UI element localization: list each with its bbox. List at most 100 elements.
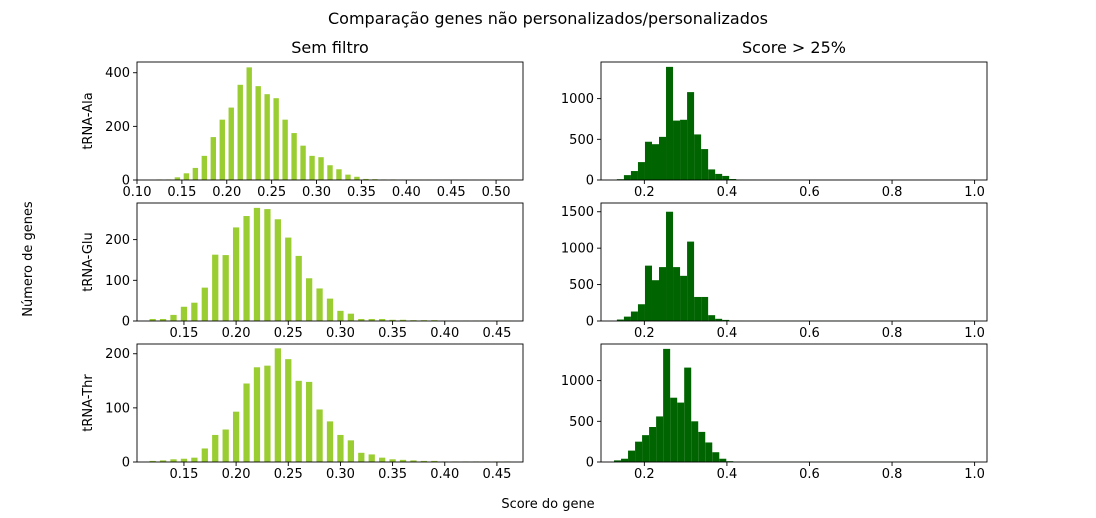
x-tick-label: 0.8 [882, 185, 903, 200]
axes-frame [136, 61, 524, 181]
y-tick-label: 100 [105, 401, 130, 416]
x-tick-label: 0.15 [167, 185, 196, 200]
histogram-bin [687, 92, 695, 180]
x-tick-label: 0.2 [634, 185, 655, 200]
row-label: tRNA-Glu [81, 232, 96, 292]
y-tick-label: 1000 [561, 92, 594, 107]
x-tick-label: 0.20 [212, 185, 241, 200]
bar [326, 298, 334, 321]
bar [243, 383, 250, 462]
x-tick-label: 0.40 [430, 326, 459, 341]
subplot-5: 0.15 0.20 0.25 0.30 0.35 0.40 0.45 0 100 200 tRNA-… [81, 343, 524, 482]
x-tick-label: 0.40 [392, 185, 421, 200]
bar [253, 367, 261, 462]
row-label: tRNA-Thr [81, 374, 96, 432]
y-tick-label: 0 [122, 174, 130, 189]
x-tick-label: 0.6 [799, 326, 820, 341]
bar [306, 381, 313, 462]
y-tick-label: 0 [586, 315, 594, 330]
histogram-bin [628, 450, 636, 462]
bar [191, 302, 198, 321]
bar [410, 460, 417, 462]
bar [274, 219, 281, 321]
bar [264, 94, 270, 180]
histogram-bin [614, 460, 622, 462]
bar [201, 448, 208, 462]
column-title-left: Sem filtro [291, 38, 368, 57]
bar [363, 178, 369, 180]
y-tick-label: 500 [569, 415, 594, 430]
y-tick-label: 200 [105, 233, 130, 248]
histogram-bin [673, 267, 681, 321]
bar [336, 169, 342, 180]
bar [222, 255, 229, 321]
bar [389, 459, 396, 462]
bar [273, 98, 279, 180]
x-tick-label: 0.25 [274, 467, 303, 482]
histogram-bin [684, 367, 692, 462]
x-tick-label: 0.35 [347, 185, 376, 200]
bar [389, 319, 396, 321]
bar [264, 209, 271, 321]
histogram-bin [701, 296, 709, 321]
bar [255, 86, 261, 180]
y-tick-label: 500 [569, 278, 594, 293]
bar [274, 348, 281, 462]
x-tick-label: 1.0 [964, 326, 985, 341]
bar [309, 155, 315, 180]
histogram-bin [722, 175, 730, 180]
axes-frame [136, 343, 524, 463]
subplot-4: 0.2 0.4 0.6 0.8 1.0 0 500 1000 1500 [561, 202, 988, 341]
x-tick-label: 0.45 [482, 467, 511, 482]
bar [326, 421, 334, 462]
bar [253, 207, 261, 321]
x-tick-label: 0.15 [169, 326, 198, 341]
bar [264, 365, 271, 462]
bar [379, 318, 386, 321]
histogram-bin [691, 421, 699, 462]
bar [222, 429, 229, 462]
histogram-bin [694, 134, 702, 180]
x-tick-label: 1.0 [964, 467, 985, 482]
histogram-bin [715, 173, 723, 180]
bar [316, 409, 323, 462]
histogram-bin [666, 66, 674, 180]
histogram-bin [701, 149, 709, 180]
histogram-bin [715, 318, 723, 321]
bar [170, 459, 177, 462]
histogram-bin [644, 141, 652, 180]
bar [170, 314, 177, 321]
y-tick-label: 500 [569, 133, 594, 148]
x-tick-label: 0.20 [222, 326, 251, 341]
bar [183, 173, 190, 180]
x-tick-label: 0.10 [123, 185, 152, 200]
histogram-bin [708, 169, 716, 180]
bar [420, 460, 428, 462]
x-tick-label: 0.35 [378, 467, 407, 482]
bar [210, 137, 216, 180]
histogram-bin [687, 241, 695, 321]
histogram-bin [621, 458, 629, 462]
histogram-bin [708, 315, 716, 321]
bar [232, 411, 240, 462]
histogram-bin [637, 162, 645, 180]
bar [291, 133, 297, 180]
y-tick-label: 100 [105, 274, 130, 289]
figure-xlabel: Score do gene [501, 497, 594, 512]
bar [192, 167, 199, 180]
figure-title: Comparação genes não personalizados/pers… [328, 9, 768, 28]
histogram-bin [616, 319, 624, 321]
histogram-bin [623, 175, 631, 180]
bar [232, 227, 240, 321]
bar [228, 107, 234, 180]
histogram-bin [729, 179, 737, 180]
bar [399, 319, 407, 321]
x-tick-label: 0.4 [717, 467, 738, 482]
bar [368, 454, 375, 462]
axes-frame [136, 202, 524, 322]
x-tick-label: 0.2 [634, 326, 655, 341]
bar [159, 318, 167, 321]
histogram-bin [712, 452, 720, 462]
bar [180, 458, 188, 462]
